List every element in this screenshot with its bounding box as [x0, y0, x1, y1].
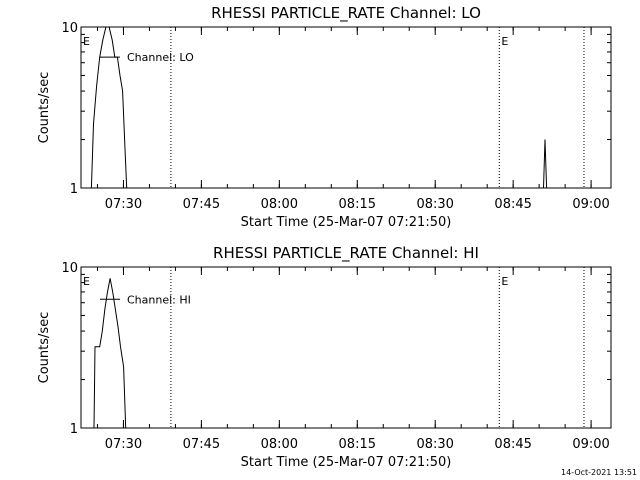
- x-tick-label: 07:30: [105, 437, 142, 452]
- x-tick-label: 08:00: [261, 197, 298, 212]
- x-tick-label: 07:45: [183, 437, 220, 452]
- event-annotation: E: [501, 275, 508, 288]
- lo-channel-panel: RHESSI PARTICLE_RATE Channel: LO Counts/s…: [37, 4, 612, 230]
- x-axis-label: Start Time (25-Mar-07 07:21:50): [241, 455, 452, 470]
- x-tick-label: 07:45: [183, 197, 220, 212]
- chart-title: RHESSI PARTICLE_RATE Channel: LO: [211, 4, 481, 23]
- x-tick-label: 08:00: [261, 437, 298, 452]
- x-tick-label: 08:45: [494, 437, 531, 452]
- footer-timestamp: 14-Oct-2021 13:51: [561, 468, 637, 477]
- x-tick-label: 09:00: [572, 197, 609, 212]
- series-line: [93, 278, 127, 429]
- x-tick-label: 08:15: [339, 197, 376, 212]
- series-line: [90, 26, 548, 189]
- legend-label: Channel: HI: [127, 293, 191, 306]
- event-annotation: E: [501, 35, 508, 48]
- x-tick-label: 08:15: [339, 437, 376, 452]
- hi-channel-panel: RHESSI PARTICLE_RATE Channel: HI Counts/s…: [37, 244, 612, 470]
- event-annotation: E: [83, 275, 90, 288]
- y-axis-label: Counts/sec: [37, 72, 52, 144]
- plot-frame: [80, 266, 612, 429]
- x-tick-label: 07:30: [105, 197, 142, 212]
- x-tick-label: 08:30: [416, 197, 453, 212]
- x-axis-label: Start Time (25-Mar-07 07:21:50): [241, 215, 452, 230]
- event-annotation: E: [83, 35, 90, 48]
- x-tick-label: 09:00: [572, 437, 609, 452]
- y-tick-label: 1: [70, 422, 78, 437]
- chart-title: RHESSI PARTICLE_RATE Channel: HI: [213, 244, 479, 263]
- x-tick-label: 08:45: [494, 197, 531, 212]
- x-tick-label: 08:30: [416, 437, 453, 452]
- plot-frame: [80, 26, 612, 189]
- y-tick-label: 1: [70, 182, 78, 197]
- legend-label: Channel: LO: [127, 51, 194, 64]
- y-tick-label: 10: [61, 21, 78, 36]
- y-axis-label: Counts/sec: [37, 312, 52, 384]
- y-tick-label: 10: [61, 261, 78, 276]
